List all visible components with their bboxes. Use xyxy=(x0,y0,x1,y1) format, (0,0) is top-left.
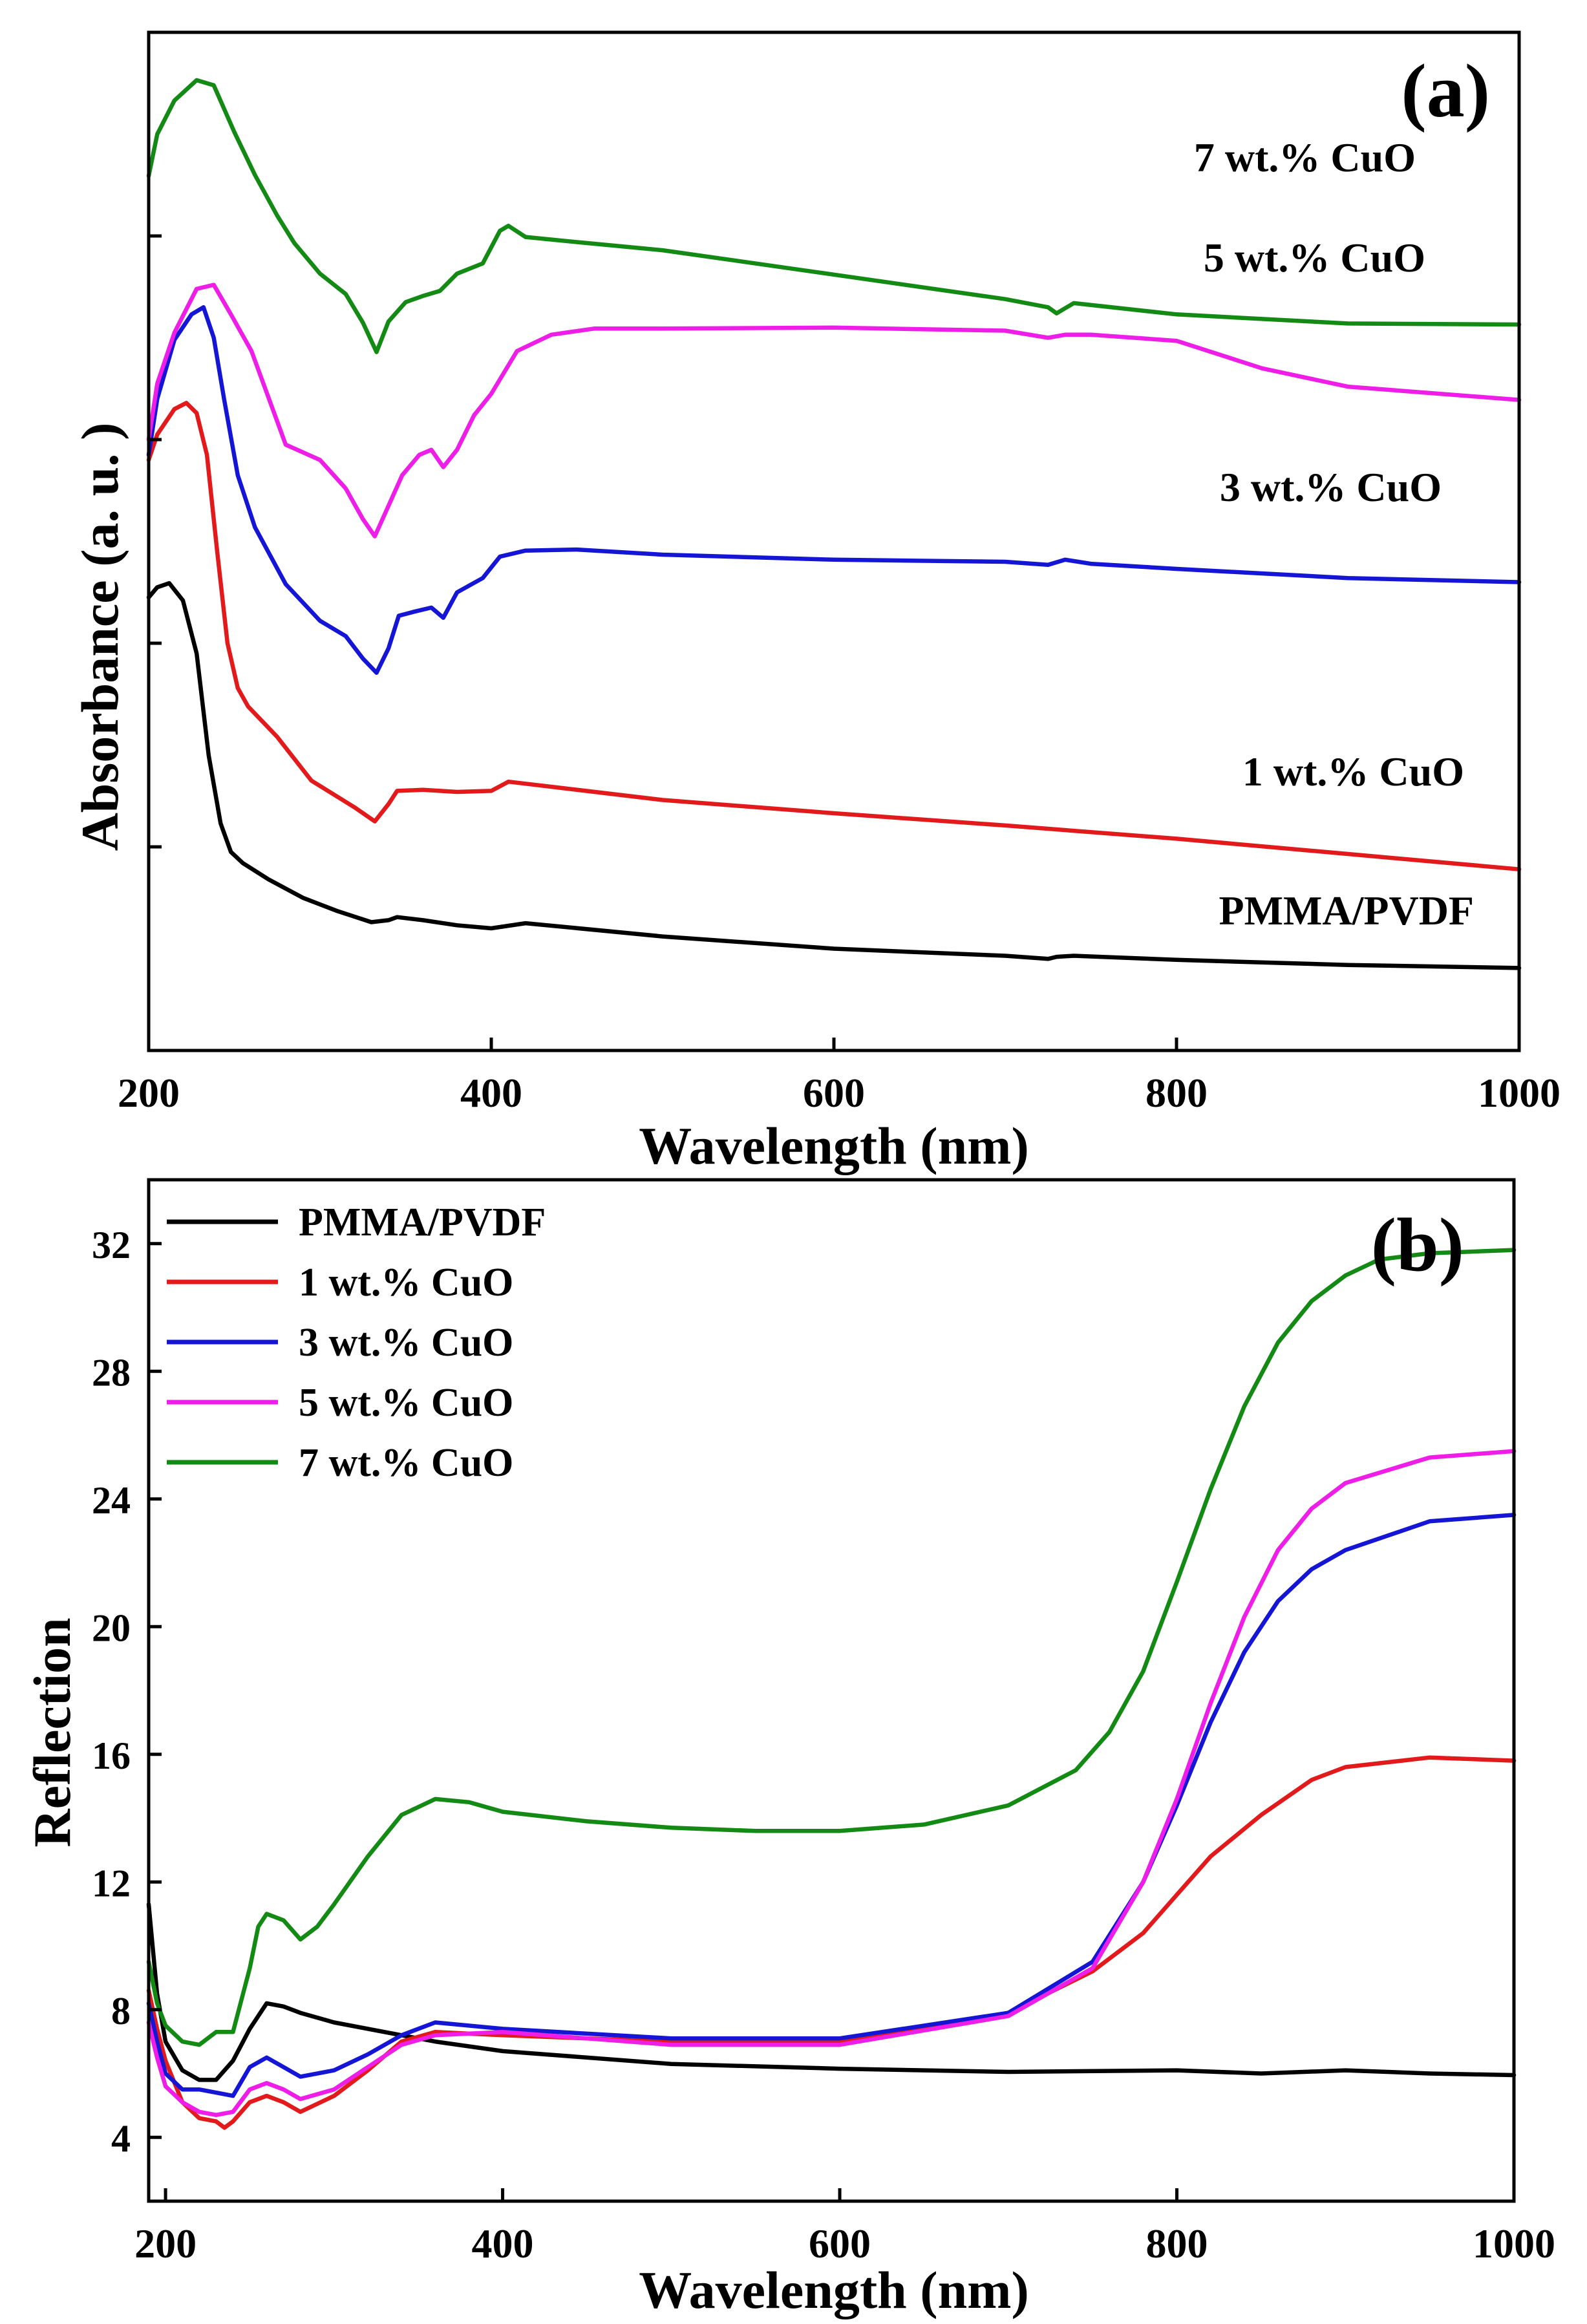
panel-a-x-tick-label-800: 800 xyxy=(1145,1070,1208,1116)
panel-b-label: (b) xyxy=(1371,1202,1464,1287)
panel-a-x-axis-label: Wavelength (nm) xyxy=(639,1116,1029,1175)
panel-b-x-tick-label-600: 600 xyxy=(809,2221,871,2266)
panel-b-y-axis-label: Reflection xyxy=(23,1617,81,1847)
panel-a-x-tick-label-1000: 1000 xyxy=(1478,1070,1560,1116)
panel-a-label: (a) xyxy=(1401,48,1490,133)
panel-b-series-3-wt-cuo xyxy=(146,1513,1517,2098)
panel-b-x-tick-label-800: 800 xyxy=(1146,2221,1208,2266)
panel-b-reflection: 200 400 600 800 1000 4 8 12 16 20 24 28 32 (b) Wavel… xyxy=(23,1178,1555,2319)
panel-a-x-tick-label-400: 400 xyxy=(460,1070,522,1116)
panel-b-series-pmma-pvdf xyxy=(146,1902,1517,2082)
panel-b-axes: 200 400 600 800 1000 4 8 12 16 20 24 28 32 xyxy=(92,1224,1555,2266)
panel-a-absorbance: 200 400 600 800 1000 (a) Wavelength (nm) Abs… xyxy=(70,30,1560,1175)
panel-b-x-tick-label-1000: 1000 xyxy=(1473,2221,1555,2266)
panel-b-y-tick-label-12: 12 xyxy=(92,1862,131,1904)
legend-label-5-wt-cuo: 5 wt.% CuO xyxy=(299,1381,513,1425)
panel-a-series-pmma-pvdf xyxy=(146,581,1522,970)
panel-b-x-tick-label-400: 400 xyxy=(472,2221,534,2266)
panel-a-series-label-5wt: 5 wt.% CuO xyxy=(1204,235,1425,281)
panel-b-y-tick-label-32: 32 xyxy=(92,1224,131,1266)
panel-b-y-tick-label-20: 20 xyxy=(92,1606,131,1649)
panel-a-series-label-7wt: 7 wt.% CuO xyxy=(1194,134,1416,180)
panel-b-frame xyxy=(147,1178,1516,2203)
legend-label-1-wt-cuo: 1 wt.% CuO xyxy=(299,1261,513,1305)
panel-a-series-5-wt-cuo xyxy=(146,283,1522,538)
panel-b-y-tick-label-24: 24 xyxy=(92,1479,131,1522)
panel-a-series-label-pmma: PMMA/PVDF xyxy=(1219,888,1474,933)
panel-a-series-group xyxy=(146,78,1522,970)
panel-a-series-3-wt-cuo xyxy=(146,305,1522,675)
panel-b-series-7-wt-cuo xyxy=(146,1248,1517,2047)
panel-a-y-axis-label: Absorbance (a. u. ) xyxy=(70,423,129,851)
panel-b-x-tick-label-200: 200 xyxy=(134,2221,197,2266)
panel-b-y-tick-label-16: 16 xyxy=(92,1734,131,1777)
panel-b-x-axis-label: Wavelength (nm) xyxy=(639,2261,1029,2319)
panel-a-series-label-3wt: 3 wt.% CuO xyxy=(1220,464,1442,510)
panel-b-series-1-wt-cuo xyxy=(146,1755,1517,2130)
panel-b-y-tick-label-8: 8 xyxy=(111,1990,131,2032)
panel-a-series-1-wt-cuo xyxy=(146,401,1522,871)
panel-a-series-7-wt-cuo xyxy=(146,78,1522,354)
panel-b-series-group xyxy=(146,1248,1517,2130)
panel-a-x-tick-label-600: 600 xyxy=(803,1070,865,1116)
panel-b-series-5-wt-cuo xyxy=(146,1449,1517,2117)
legend-label-7-wt-cuo: 7 wt.% CuO xyxy=(299,1441,513,1485)
panel-a-series-label-1wt: 1 wt.% CuO xyxy=(1242,749,1464,794)
panel-b-y-tick-label-4: 4 xyxy=(111,2117,131,2160)
panel-b-y-tick-label-28: 28 xyxy=(92,1351,131,1394)
legend-label-pmma-pvdf: PMMA/PVDF xyxy=(299,1200,546,1244)
legend-label-3-wt-cuo: 3 wt.% CuO xyxy=(299,1321,513,1365)
panel-b-legend: PMMA/PVDF 1 wt.% CuO 3 wt.% CuO 5 wt.% CuO 7… xyxy=(167,1200,546,1485)
panel-a-x-tick-label-200: 200 xyxy=(118,1070,180,1116)
panel-a-axes: 200 400 600 800 1000 xyxy=(118,30,1560,1116)
